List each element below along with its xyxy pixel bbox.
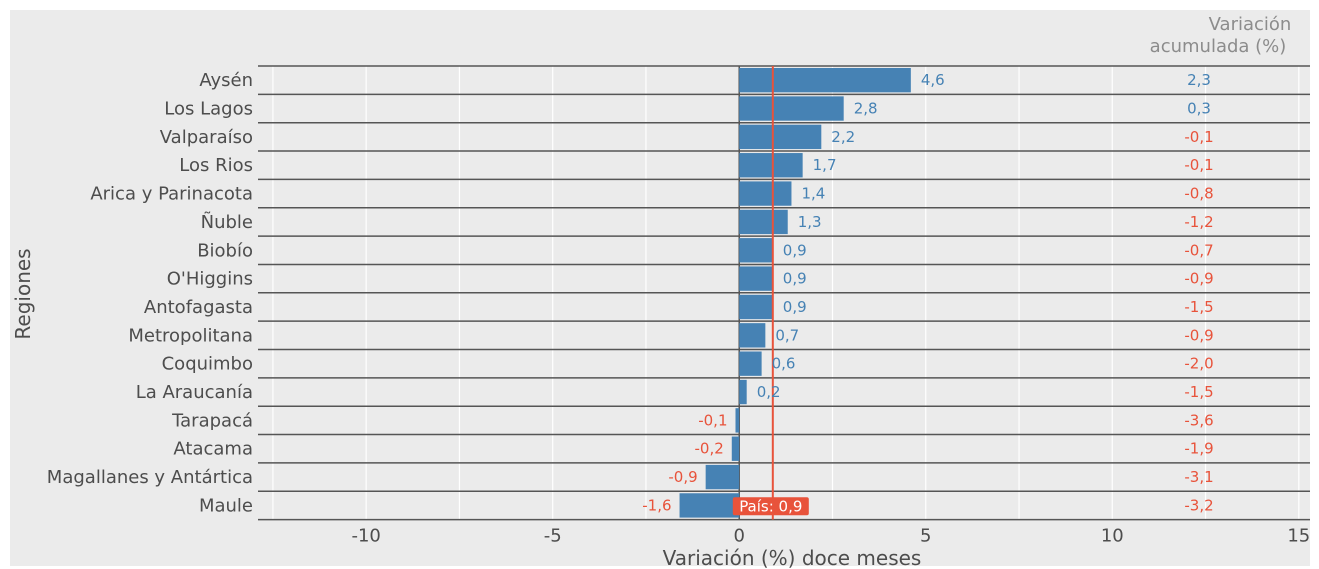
value-labels: 4,6 2,8 2,2 1,7 1,4 1,3 0,9 0,9 0,9 0,7 0,6 0,2 -0,1… xyxy=(642,71,944,514)
value-label: -0,1 xyxy=(698,411,727,429)
y-axis-title: Regiones xyxy=(11,248,35,339)
secondary-value: -3,2 xyxy=(1184,496,1213,514)
x-tick-label: 5 xyxy=(920,526,931,547)
x-axis-title: Variación (%) doce meses xyxy=(663,546,922,569)
category-labels: Aysén Los Lagos Valparaíso Los Rios Arica y … xyxy=(47,70,253,516)
bar xyxy=(739,96,844,121)
x-tick-label: 10 xyxy=(1101,526,1124,547)
value-label: 2,8 xyxy=(854,100,878,118)
value-label: -1,6 xyxy=(642,496,671,514)
reference-label-box xyxy=(732,497,809,516)
value-label: 1,3 xyxy=(798,213,822,231)
secondary-value: 2,3 xyxy=(1187,71,1211,89)
bar xyxy=(739,266,773,291)
bar xyxy=(679,493,740,518)
value-label: 1,4 xyxy=(801,185,825,203)
secondary-value: -0,1 xyxy=(1184,156,1213,174)
category-label: Atacama xyxy=(173,439,253,460)
secondary-column-title-line2: acumulada (%) xyxy=(1150,36,1287,57)
category-label: Tarapacá xyxy=(171,410,253,431)
value-label: -0,2 xyxy=(694,440,723,458)
bar xyxy=(739,238,773,263)
x-tick-label: -10 xyxy=(351,526,380,547)
category-label: O'Higgins xyxy=(167,269,253,290)
x-tick-label: 0 xyxy=(734,526,745,547)
chart-background xyxy=(10,10,1310,566)
value-label: 0,7 xyxy=(775,326,799,344)
x-tick-label: -5 xyxy=(544,526,562,547)
secondary-column-title-line1: Variación xyxy=(1209,14,1292,35)
category-label: Magallanes y Antártica xyxy=(47,467,253,488)
value-label: -0,9 xyxy=(668,468,697,486)
value-label: 2,2 xyxy=(831,128,855,146)
secondary-value: -0,9 xyxy=(1184,270,1213,288)
bar xyxy=(735,408,740,433)
bar xyxy=(739,181,792,206)
category-label: Coquimbo xyxy=(162,354,253,375)
bar xyxy=(739,124,822,150)
value-label: 0,6 xyxy=(772,355,796,373)
category-label: Valparaíso xyxy=(160,127,253,148)
secondary-value: -1,5 xyxy=(1184,298,1213,316)
bar xyxy=(739,351,762,376)
row-separators xyxy=(258,65,1310,521)
category-label: Biobío xyxy=(197,240,253,261)
value-label: 4,6 xyxy=(921,71,945,89)
secondary-value: -0,7 xyxy=(1184,241,1213,259)
bar xyxy=(705,464,740,490)
reference-line-group: País: 0,9 xyxy=(732,66,809,520)
value-label: 0,9 xyxy=(783,298,807,316)
category-label: La Araucanía xyxy=(136,382,253,403)
secondary-value: -1,2 xyxy=(1184,213,1213,231)
category-label: Arica y Parinacota xyxy=(90,184,253,205)
secondary-column-values: 2,3 0,3 -0,1 -0,1 -0,8 -1,2 -0,7 -0,9 -1,5 -0,9 -2… xyxy=(1184,71,1213,514)
bar xyxy=(739,68,911,93)
secondary-value: -3,6 xyxy=(1184,411,1213,429)
x-tick-label: 15 xyxy=(1287,526,1310,547)
category-label: Los Lagos xyxy=(164,99,253,120)
value-label: 1,7 xyxy=(813,156,837,174)
x-tick-labels: -10 -5 0 5 10 15 xyxy=(351,526,1310,547)
secondary-value: -1,9 xyxy=(1184,440,1213,458)
category-label: Ñuble xyxy=(201,211,253,233)
category-label: Aysén xyxy=(199,70,253,91)
secondary-value: -0,1 xyxy=(1184,128,1213,146)
bars xyxy=(679,68,911,518)
category-label: Antofagasta xyxy=(144,297,253,318)
value-label: 0,9 xyxy=(783,241,807,259)
secondary-value: -2,0 xyxy=(1184,355,1213,373)
bar xyxy=(739,209,788,235)
secondary-value: -3,1 xyxy=(1184,468,1213,486)
category-label: Los Rios xyxy=(179,155,253,176)
secondary-value: -0,9 xyxy=(1184,326,1213,344)
bar xyxy=(731,436,740,461)
secondary-value: 0,3 xyxy=(1187,100,1211,118)
bar xyxy=(739,294,773,320)
secondary-value: -1,5 xyxy=(1184,383,1213,401)
category-label: Metropolitana xyxy=(128,325,253,346)
bar xyxy=(739,153,803,178)
reference-label: País: 0,9 xyxy=(739,497,802,515)
bar xyxy=(739,379,747,405)
value-label: 0,9 xyxy=(783,270,807,288)
category-label: Maule xyxy=(199,495,253,516)
bar xyxy=(739,323,766,348)
value-label: 0,2 xyxy=(757,383,781,401)
secondary-value: -0,8 xyxy=(1184,185,1213,203)
